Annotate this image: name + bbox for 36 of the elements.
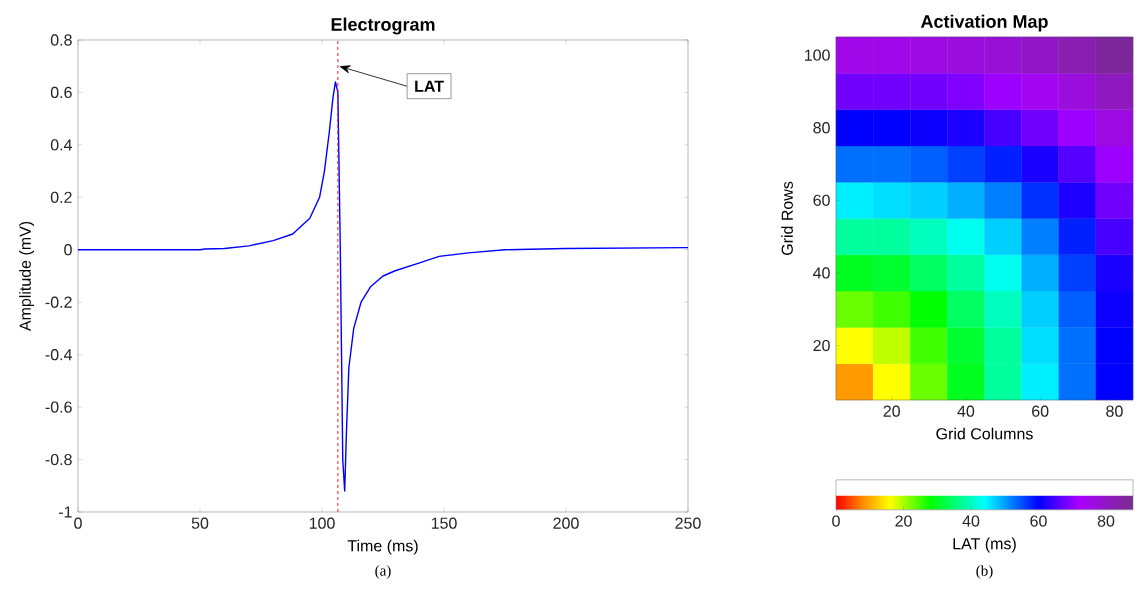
x-tick-label: 50 bbox=[191, 517, 209, 529]
y-tick-label: 80 bbox=[813, 122, 830, 134]
x-tick-label: 250 bbox=[675, 517, 701, 529]
x-tick-label: 60 bbox=[1032, 405, 1049, 417]
text: (b) bbox=[976, 565, 993, 579]
x-tick-label: 40 bbox=[957, 405, 975, 417]
x-axis-title: Grid Columns bbox=[936, 427, 1033, 440]
y-tick-label: -0.4 bbox=[45, 349, 72, 361]
y-tick-label: -1 bbox=[58, 506, 72, 518]
x-tick-label: 0 bbox=[74, 517, 82, 529]
color-bar-title: LAT (ms) bbox=[953, 537, 1016, 553]
chart-title: Activation Map bbox=[920, 14, 1048, 32]
line-series bbox=[77, 81, 689, 492]
y-tick-label: -0.8 bbox=[45, 453, 72, 466]
y-tick-label: 0.8 bbox=[50, 34, 72, 46]
x-tick-label: 100 bbox=[309, 517, 335, 529]
y-tick-label: -0.6 bbox=[45, 401, 72, 413]
x-axis-title: Time (ms) bbox=[347, 539, 418, 555]
y-tick-label: 0.4 bbox=[50, 139, 72, 151]
y-tick-label: 0.2 bbox=[50, 191, 72, 203]
y-tick-label: -0.2 bbox=[45, 296, 72, 308]
x-tick-label: 20 bbox=[883, 405, 900, 417]
text: (a) bbox=[375, 565, 391, 579]
x-tick-label: 200 bbox=[553, 517, 579, 529]
y-axis-title: Amplitude (mV) bbox=[19, 221, 35, 332]
x-tick-label: 150 bbox=[431, 517, 457, 529]
annotation: LAT bbox=[415, 80, 444, 92]
y-tick-label: 0.6 bbox=[50, 86, 72, 99]
y-tick-label: 0 bbox=[64, 244, 72, 256]
y-tick-label: 60 bbox=[813, 194, 830, 206]
y-axis-title: Grid Rows bbox=[781, 181, 793, 256]
y-tick-label: 20 bbox=[813, 339, 830, 352]
x-tick-label: 80 bbox=[1106, 405, 1123, 417]
chart-title: Electrogram bbox=[331, 17, 435, 35]
y-tick-label: 40 bbox=[813, 267, 830, 279]
y-tick-label: 100 bbox=[805, 49, 830, 61]
